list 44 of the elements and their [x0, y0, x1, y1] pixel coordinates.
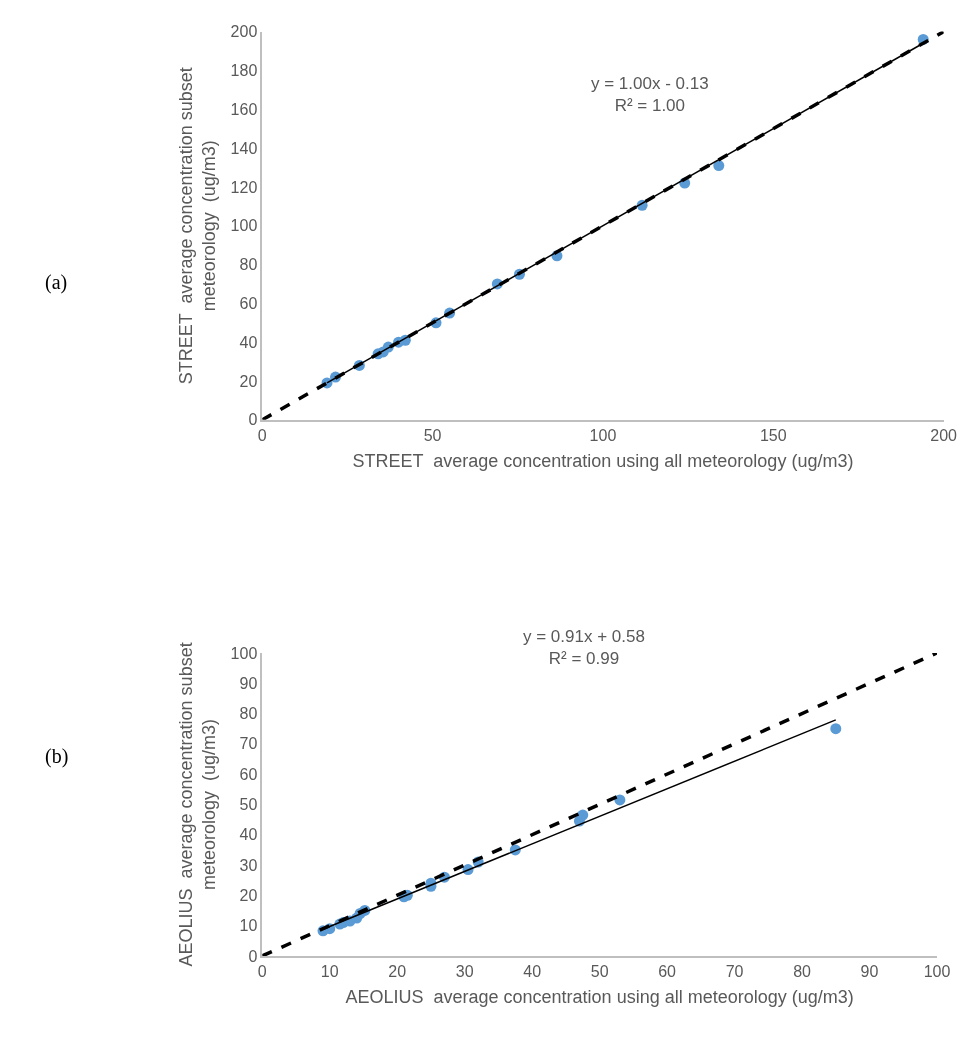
- x-tick-label: 40: [523, 962, 542, 980]
- y-tick-label: 30: [239, 856, 258, 874]
- y-tick-label: 180: [230, 62, 258, 80]
- annotation: y = 0.91x + 0.58 R² = 0.99: [523, 627, 645, 669]
- y-tick-label: 0: [248, 947, 258, 965]
- x-tick-label: 150: [759, 426, 787, 444]
- x-tick-label: 60: [658, 962, 677, 980]
- y-tick-label: 10: [239, 917, 258, 935]
- y-tick-label: 120: [230, 178, 258, 196]
- y-tick-label: 50: [239, 796, 258, 814]
- x-tick-label: 10: [320, 962, 339, 980]
- y-tick-label: 70: [239, 735, 258, 753]
- y-axis-title: STREET average concentration subset meteorology (ug/m3): [175, 67, 220, 385]
- x-tick-label: 80: [793, 962, 812, 980]
- y-tick-label: 90: [239, 674, 258, 692]
- y-tick-label: 0: [248, 411, 258, 429]
- y-tick-label: 160: [230, 100, 258, 118]
- y-tick-label: 40: [239, 826, 258, 844]
- y-tick-label: 20: [239, 372, 258, 390]
- x-tick-label: 50: [423, 426, 442, 444]
- x-tick-label: 100: [589, 426, 617, 444]
- x-axis-title: STREET average concentration using all meteorology (ug/m3): [352, 451, 854, 472]
- x-tick-label: 50: [590, 962, 609, 980]
- y-tick-label: 100: [230, 644, 258, 662]
- x-tick-label: 20: [388, 962, 407, 980]
- y-tick-label: 80: [239, 705, 258, 723]
- x-tick-label: 90: [860, 962, 879, 980]
- text: (b): [45, 745, 69, 768]
- x-tick-label: 30: [455, 962, 474, 980]
- x-axis-title: AEOLIUS average concentration using all meteorology (ug/m3): [345, 987, 854, 1008]
- y-tick-label: 80: [239, 256, 258, 274]
- y-tick-label: 100: [230, 217, 258, 235]
- y-tick-label: 40: [239, 333, 258, 351]
- annotation: y = 1.00x - 0.13 R² = 1.00: [591, 74, 709, 116]
- y-tick-label: 20: [239, 886, 258, 904]
- y-tick-label: 200: [230, 23, 258, 41]
- text: (a): [45, 271, 68, 294]
- x-tick-label: 70: [725, 962, 744, 980]
- x-tick-label: 200: [930, 426, 958, 444]
- y-axis-title: AEOLIUS average concentration subset meteorology (ug/m3): [175, 642, 220, 967]
- y-tick-label: 60: [239, 765, 258, 783]
- x-tick-label: 100: [923, 962, 951, 980]
- y-tick-label: 60: [239, 294, 258, 312]
- y-tick-label: 140: [230, 139, 258, 157]
